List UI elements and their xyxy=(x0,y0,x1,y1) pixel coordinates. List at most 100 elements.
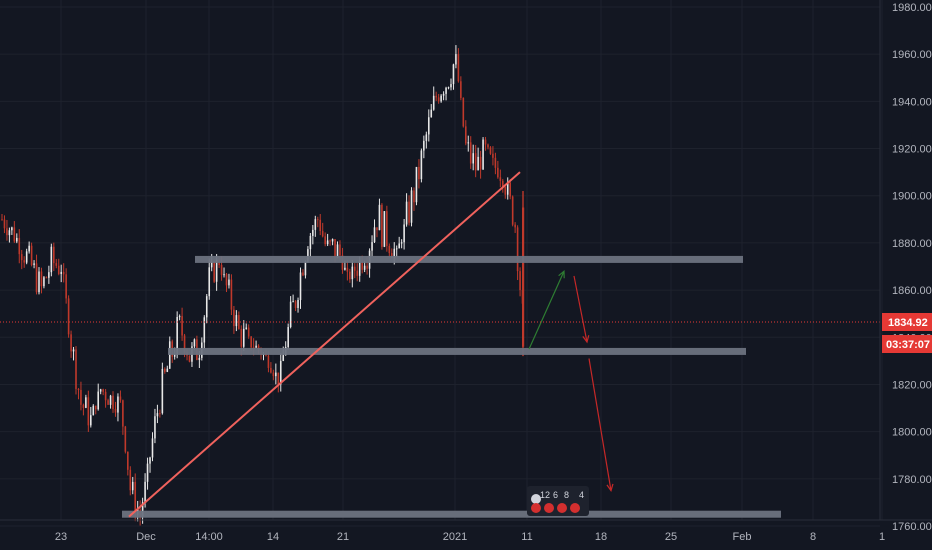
candle-body xyxy=(336,244,339,258)
zone-rect[interactable] xyxy=(122,510,781,518)
candle-body xyxy=(141,502,144,518)
candle-body xyxy=(501,180,504,187)
candle-body xyxy=(28,245,30,252)
candle-body xyxy=(519,271,521,291)
countdown-value: 03:37:07 xyxy=(886,339,930,351)
projection-arrow-up[interactable] xyxy=(528,270,565,350)
candle-body xyxy=(109,395,112,405)
candle-body xyxy=(35,263,38,293)
candle-body xyxy=(499,177,502,181)
candle-body xyxy=(287,327,289,348)
candle-body xyxy=(23,260,26,263)
candle-body xyxy=(309,235,312,250)
candle-body xyxy=(228,279,230,286)
candle-body xyxy=(321,231,324,237)
candle-body xyxy=(72,349,75,352)
candle-body xyxy=(124,426,127,452)
candle-body xyxy=(146,463,149,482)
candle-body xyxy=(447,87,450,89)
candle-body xyxy=(432,95,435,110)
candle-body xyxy=(16,237,18,242)
candle-body xyxy=(38,271,40,293)
candle-body xyxy=(275,372,277,377)
candle-body xyxy=(13,227,16,242)
candle-body xyxy=(164,368,166,372)
candle-body xyxy=(131,481,134,491)
time-tick-label: 1 xyxy=(879,531,885,543)
candle-body xyxy=(55,263,58,266)
candle-body xyxy=(474,153,477,171)
projection-arrow-down[interactable] xyxy=(573,275,588,343)
candle-body xyxy=(67,298,70,335)
candle-body xyxy=(504,186,507,195)
candle-body xyxy=(97,391,100,410)
candle-body xyxy=(215,259,218,282)
candle-body xyxy=(477,156,479,171)
candle-body xyxy=(255,345,257,348)
candle-body xyxy=(75,349,77,389)
candle-body xyxy=(457,54,460,82)
candle-body xyxy=(176,317,178,355)
candle-body xyxy=(319,219,322,232)
candle-body xyxy=(386,211,388,246)
candle-body xyxy=(178,316,181,318)
countdown-tag: 03:37:07 xyxy=(882,335,932,353)
candle-body xyxy=(151,438,154,458)
candle-body xyxy=(371,242,373,251)
projection-arrow-down[interactable] xyxy=(588,358,612,491)
projection-arrows[interactable] xyxy=(528,269,614,492)
event-count: 12 xyxy=(540,490,550,500)
candle-body xyxy=(511,196,514,225)
candle-body xyxy=(484,139,487,145)
candle-body xyxy=(233,309,235,327)
trendline-group[interactable] xyxy=(128,171,521,518)
time-tick-label: 21 xyxy=(337,531,349,543)
events-badge[interactable]: 12 6 8 4 xyxy=(527,486,589,516)
candle-body xyxy=(430,109,433,118)
candle-body xyxy=(435,95,437,98)
candle-body xyxy=(102,389,104,392)
flag-icon xyxy=(557,503,567,513)
candle-body xyxy=(302,272,304,276)
candle-body xyxy=(376,227,378,231)
candle-body xyxy=(203,317,206,343)
candle-body xyxy=(168,341,171,369)
candle-body xyxy=(423,140,425,151)
candle-body xyxy=(210,261,213,268)
flag-icon xyxy=(570,503,580,513)
time-tick-label: Feb xyxy=(733,531,752,543)
candle-body xyxy=(492,153,494,158)
price-axis[interactable]: 1980.00 1960.00 1940.00 1920.00 1900.00 1880.… xyxy=(879,0,932,533)
candle-body xyxy=(469,142,472,164)
candle-body xyxy=(11,227,13,231)
candle-body xyxy=(8,230,11,236)
candle-body xyxy=(85,397,87,408)
price-tick-label: 1820.00 xyxy=(892,379,932,391)
candle-body xyxy=(205,296,208,318)
candle-body xyxy=(460,81,462,98)
zone-rect[interactable] xyxy=(168,347,746,355)
candle-body xyxy=(144,481,146,503)
time-axis[interactable]: 23 Dec 14:00 14 21 2021 11 18 25 Feb 8 1 xyxy=(0,519,932,543)
price-tick-label: 1940.00 xyxy=(892,96,932,108)
support-resistance-zones[interactable] xyxy=(122,255,781,518)
trendline[interactable] xyxy=(128,171,521,518)
candle-body xyxy=(522,207,525,347)
candle-body xyxy=(487,144,489,148)
candle-body xyxy=(462,97,465,127)
candle-body xyxy=(104,391,107,401)
candle-body xyxy=(390,253,393,258)
candle-body xyxy=(159,413,161,415)
candle-body xyxy=(497,167,499,178)
candle-body xyxy=(250,336,252,348)
candle-body xyxy=(324,236,326,245)
candle-body xyxy=(112,395,114,410)
candle-body xyxy=(156,413,159,417)
candle-body xyxy=(425,134,428,141)
candle-body xyxy=(267,355,270,368)
candle-body xyxy=(230,279,233,310)
price-tick-label: 1860.00 xyxy=(892,285,932,297)
candle-body xyxy=(378,204,381,231)
zone-rect[interactable] xyxy=(195,255,743,263)
